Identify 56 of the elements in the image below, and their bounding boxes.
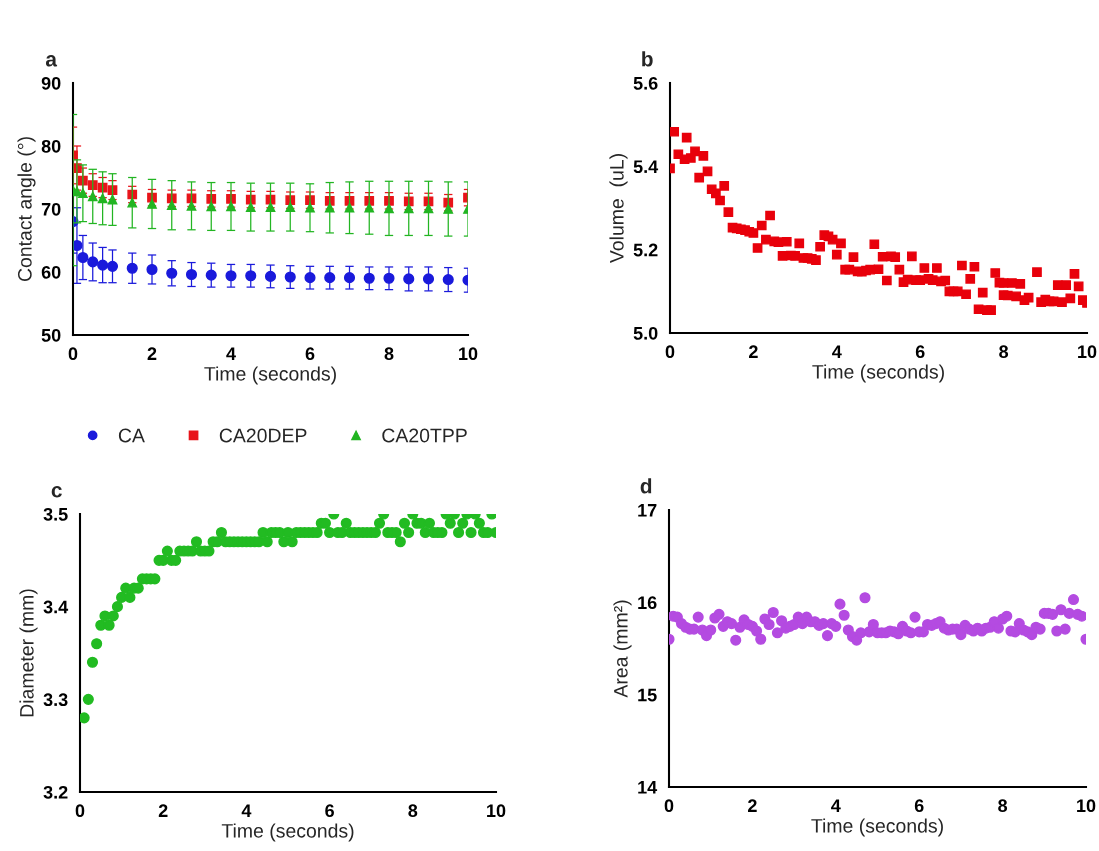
y-axis-title: Area (mm²) (613, 600, 632, 698)
chart-title: d (640, 478, 652, 494)
x-axis-title: Time (seconds) (811, 818, 943, 837)
legend-label: CA20TPP (382, 428, 467, 443)
y-tick-label: 16 (638, 596, 657, 610)
x-tick-label: 8 (384, 347, 394, 361)
x-tick-label: 10 (1078, 345, 1097, 359)
y-tick-label: 5.4 (633, 160, 659, 174)
x-tick-label: 10 (487, 804, 506, 818)
y-tick-label: 3.2 (43, 785, 68, 799)
y-tick-label: 50 (41, 328, 61, 342)
x-tick-label: 8 (999, 345, 1009, 359)
y-tick-label: 70 (41, 202, 61, 216)
legend-label: CA20DEP (219, 428, 307, 443)
y-tick-label: 3.3 (43, 693, 68, 707)
x-axis-title: Time (seconds) (812, 364, 944, 383)
x-tick-label: 8 (408, 804, 418, 818)
y-axis-title: Volume (uL) (609, 154, 628, 264)
y-tick-label: 5.0 (633, 326, 658, 340)
x-tick-label: 10 (459, 347, 478, 361)
x-tick-label: 2 (749, 345, 758, 358)
chart-title: a (45, 55, 58, 67)
x-tick-label: 8 (998, 799, 1008, 813)
y-tick-label: 15 (638, 688, 657, 702)
y-tick-label: 3.4 (43, 600, 69, 614)
x-tick-label: 2 (748, 799, 757, 812)
y-tick-label: 60 (41, 265, 61, 279)
x-tick-label: 6 (305, 347, 315, 361)
x-tick-label: 0 (68, 347, 78, 361)
x-tick-label: 0 (75, 804, 85, 818)
y-tick-label: 14 (638, 781, 658, 794)
y-tick-label: 80 (41, 139, 61, 153)
legend-label: CA (118, 428, 145, 443)
y-tick-label: 3.5 (43, 507, 68, 521)
x-tick-label: 6 (914, 799, 924, 813)
y-tick-label: 17 (638, 504, 657, 517)
x-tick-label: 4 (226, 347, 236, 360)
y-axis-title: Contact angle (°) (17, 137, 36, 282)
x-tick-label: 2 (158, 804, 168, 817)
x-tick-label: 10 (1077, 799, 1096, 813)
x-tick-label: 4 (241, 804, 252, 817)
x-tick-label: 0 (664, 799, 674, 813)
x-tick-label: 4 (832, 345, 842, 358)
y-tick-label: 5.2 (633, 243, 658, 257)
y-axis-title: Diameter (mm) (19, 589, 38, 717)
x-tick-label: 2 (147, 347, 157, 360)
x-axis-title: Time (seconds) (221, 823, 354, 842)
x-tick-label: 6 (325, 804, 334, 818)
x-tick-label: 4 (831, 799, 841, 812)
chart-title: c (51, 486, 62, 498)
x-tick-label: 0 (665, 345, 675, 359)
x-axis-title: Time (seconds) (204, 366, 336, 385)
y-tick-label: 90 (41, 76, 61, 90)
chart-title: b (642, 51, 653, 67)
y-tick-label: 5.6 (633, 76, 658, 90)
x-tick-label: 6 (915, 345, 925, 359)
